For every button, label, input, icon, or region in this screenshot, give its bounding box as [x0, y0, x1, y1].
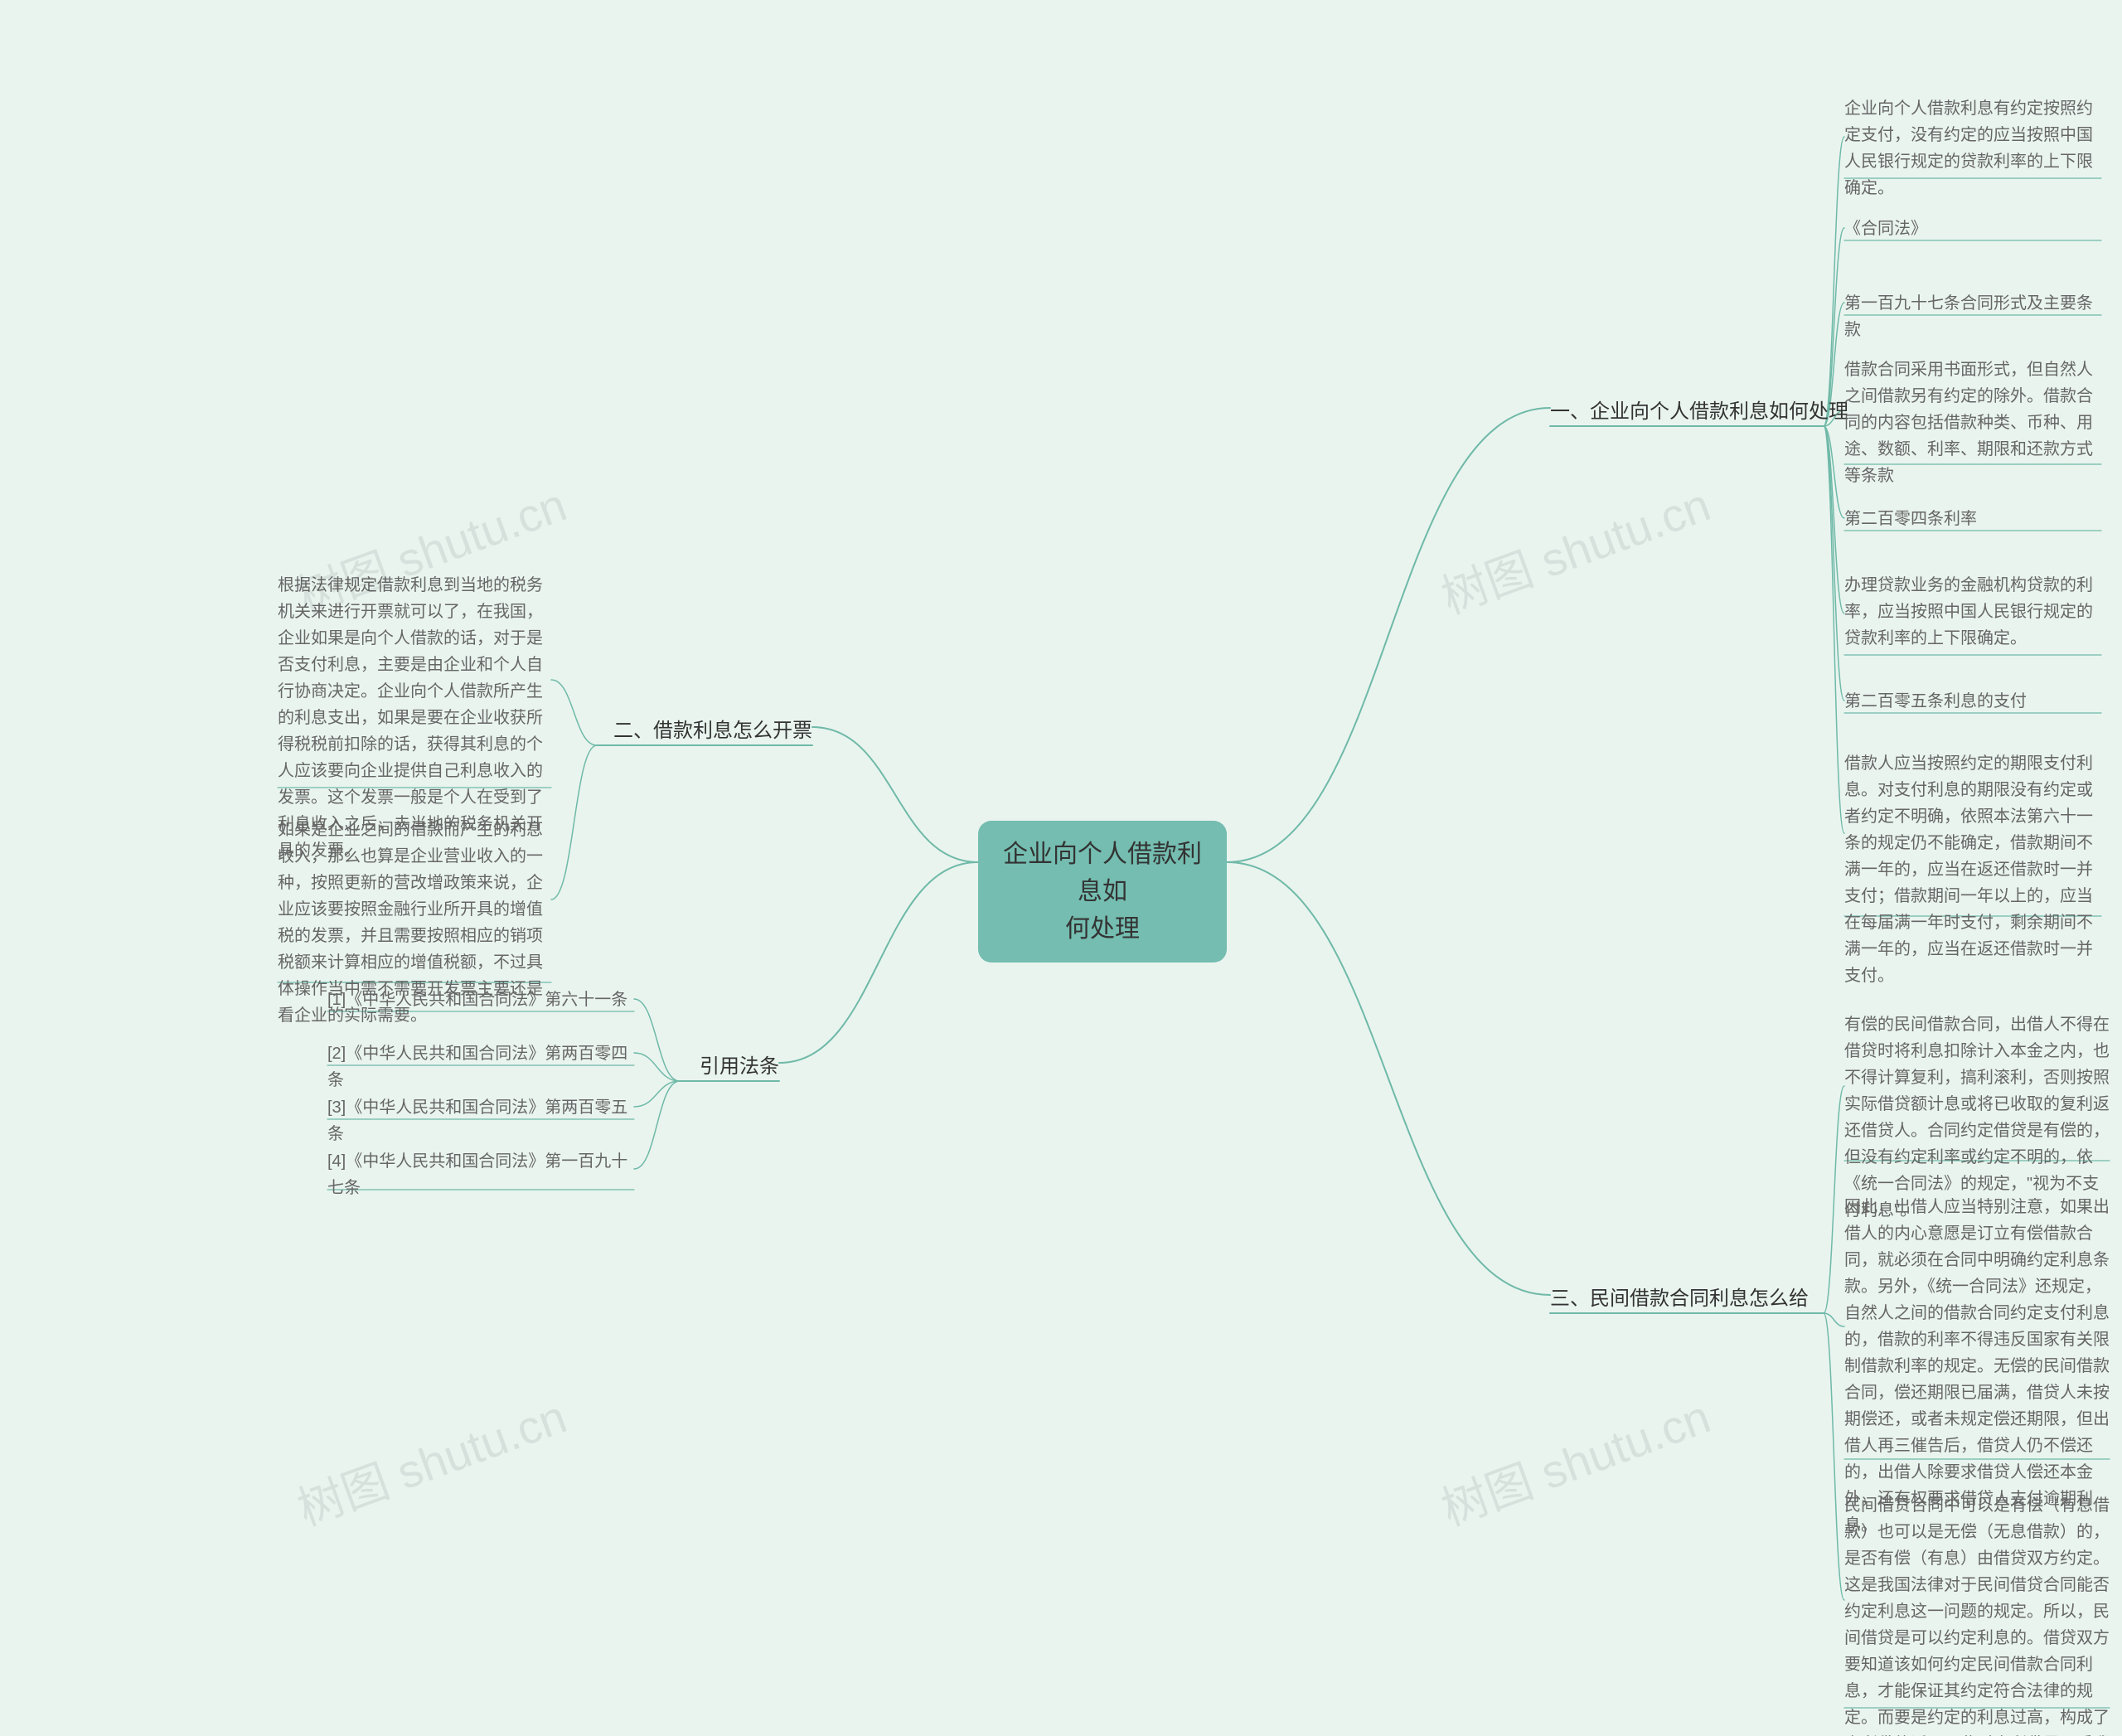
- leaf-text: 第二百零四条利率: [1844, 510, 1977, 528]
- leaf-node[interactable]: 因此，出借人应当特别注意，如果出借人的内心意愿是订立有偿借款合同，就必须在合同中…: [1844, 1194, 2110, 1539]
- leaf-node[interactable]: 企业向个人借款利息有约定按照约定支付，没有约定的应当按照中国人民银行规定的贷款利…: [1844, 95, 2101, 201]
- leaf-text: 第二百零五条利息的支付: [1844, 692, 2027, 710]
- leaf-text: [4]《中华人民共和国合同法》第一百九十七条: [327, 1152, 627, 1197]
- leaf-text: 借款人应当按照约定的期限支付利息。对支付利息的期限没有约定或者约定不明确，依照本…: [1844, 754, 2093, 985]
- leaf-node[interactable]: [1]《中华人民共和国合同法》第六十一条: [327, 987, 634, 1013]
- leaf-text: 民间借贷合同中可以是有偿（有息借款）也可以是无偿（无息借款）的，是否有偿（有息）…: [1844, 1496, 2110, 1736]
- leaf-node[interactable]: 《合同法》: [1844, 216, 2101, 242]
- leaf-node[interactable]: [2]《中华人民共和国合同法》第两百零四条: [327, 1040, 634, 1093]
- branch-label: 引用法条: [700, 1055, 779, 1078]
- mindmap-canvas: 企业向个人借款利息如何处理 一、企业向个人借款利息如何处理二、借款利息怎么开票三、…: [0, 0, 2122, 1736]
- leaf-text: 有偿的民间借款合同，出借人不得在借贷时将利息扣除计入本金之内，也不得计算复利，搞…: [1844, 1016, 2110, 1220]
- leaf-node[interactable]: 第一百九十七条合同形式及主要条款: [1844, 290, 2101, 343]
- leaf-node[interactable]: 有偿的民间借款合同，出借人不得在借贷时将利息扣除计入本金之内，也不得计算复利，搞…: [1844, 1011, 2110, 1224]
- central-topic[interactable]: 企业向个人借款利息如何处理: [978, 821, 1227, 963]
- leaf-text: 借款合同采用书面形式，但自然人之间借款另有约定的除外。借款合同的内容包括借款种类…: [1844, 361, 2093, 485]
- watermark: 树图 shutu.cn: [1431, 1380, 1718, 1539]
- leaf-text: [3]《中华人民共和国合同法》第两百零五条: [327, 1098, 627, 1143]
- leaf-text: [1]《中华人民共和国合同法》第六十一条: [327, 991, 627, 1009]
- leaf-text: 《合同法》: [1844, 220, 1927, 238]
- watermark: 树图 shutu.cn: [287, 1380, 574, 1539]
- branch-label: 一、企业向个人借款利息如何处理: [1550, 400, 1848, 423]
- branch-b4[interactable]: 引用法条: [680, 1053, 779, 1081]
- leaf-node[interactable]: 民间借贷合同中可以是有偿（有息借款）也可以是无偿（无息借款）的，是否有偿（有息）…: [1844, 1492, 2110, 1736]
- leaf-node[interactable]: [3]《中华人民共和国合同法》第两百零五条: [327, 1094, 634, 1147]
- leaf-text: 企业向个人借款利息有约定按照约定支付，没有约定的应当按照中国人民银行规定的贷款利…: [1844, 99, 2093, 197]
- leaf-node[interactable]: 办理贷款业务的金融机构贷款的利率，应当按照中国人民银行规定的贷款利率的上下限确定…: [1844, 572, 2101, 652]
- central-topic-label: 企业向个人借款利息如何处理: [1001, 836, 1204, 948]
- leaf-node[interactable]: 借款人应当按照约定的期限支付利息。对支付利息的期限没有约定或者约定不明确，依照本…: [1844, 750, 2101, 989]
- branch-label: 三、民间借款合同利息怎么给: [1550, 1287, 1809, 1310]
- leaf-text: 第一百九十七条合同形式及主要条款: [1844, 294, 2093, 339]
- watermark: 树图 shutu.cn: [1431, 468, 1718, 627]
- branch-label: 二、借款利息怎么开票: [613, 720, 812, 742]
- leaf-node[interactable]: 第二百零四条利率: [1844, 506, 2101, 532]
- leaf-node[interactable]: [4]《中华人民共和国合同法》第一百九十七条: [327, 1148, 634, 1201]
- branch-b3[interactable]: 三、民间借款合同利息怎么给: [1550, 1285, 1832, 1313]
- leaf-text: [2]《中华人民共和国合同法》第两百零四条: [327, 1045, 627, 1089]
- branch-b2[interactable]: 二、借款利息怎么开票: [597, 717, 812, 745]
- leaf-text: 办理贷款业务的金融机构贷款的利率，应当按照中国人民银行规定的贷款利率的上下限确定…: [1844, 576, 2093, 647]
- leaf-text: 因此，出借人应当特别注意，如果出借人的内心意愿是订立有偿借款合同，就必须在合同中…: [1844, 1198, 2110, 1535]
- leaf-node[interactable]: 借款合同采用书面形式，但自然人之间借款另有约定的除外。借款合同的内容包括借款种类…: [1844, 356, 2101, 489]
- branch-b1[interactable]: 一、企业向个人借款利息如何处理: [1550, 398, 1865, 426]
- leaf-node[interactable]: 第二百零五条利息的支付: [1844, 688, 2101, 715]
